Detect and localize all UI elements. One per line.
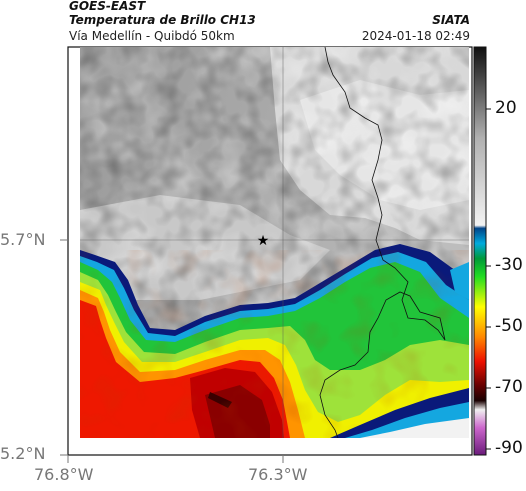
location-star-icon: ★ [257,233,270,249]
lat-tick-label: 5.2°N [0,444,46,463]
border-line [319,47,446,438]
colorbar-ticks [486,108,491,450]
colorbar-tick-label: 20 [495,98,517,118]
colorbar-tick-label: -30 [495,255,523,275]
brand-label: SIATA [432,13,470,27]
satellite-title: GOES-EAST [69,0,146,13]
timestamp-label: 2024-01-18 02:49 [361,29,470,43]
colorbar-tick-label: -70 [495,377,523,397]
colorbar-tick-label: -90 [495,438,523,458]
lon-tick-label: 76.3°W [248,465,308,484]
lon-tick-label: 76.8°W [34,465,94,484]
colorbar [473,46,487,456]
colorbar-tick-label: -50 [495,316,523,336]
product-title: Temperatura de Brillo CH13 [69,13,256,27]
lat-tick-label: 5.7°N [0,230,46,249]
brightness-temperature-field [80,47,469,438]
region-label: Vía Medellín - Quibdó 50km [69,29,235,43]
